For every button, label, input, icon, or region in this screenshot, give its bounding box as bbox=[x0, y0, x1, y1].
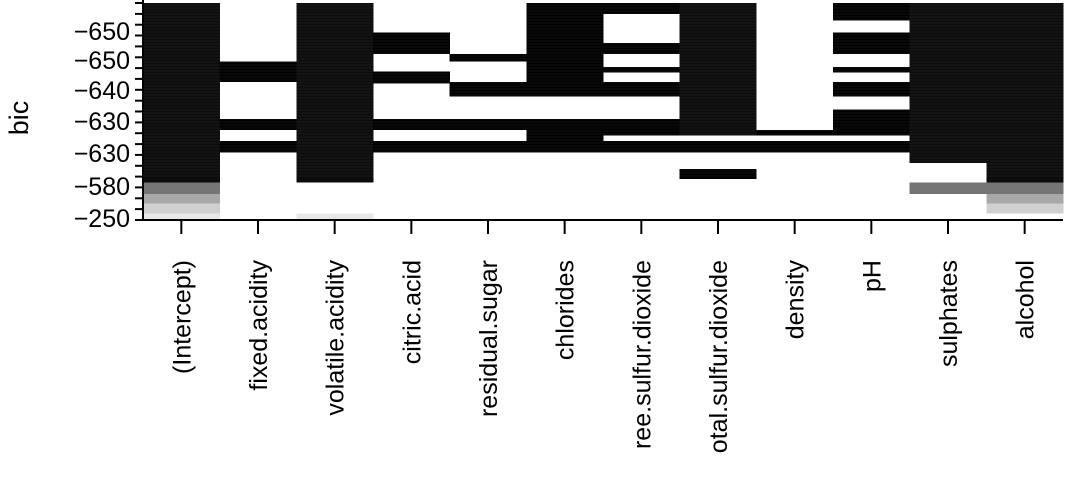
cell bbox=[603, 43, 681, 54]
column-10 bbox=[909, 3, 987, 195]
cell bbox=[909, 182, 987, 195]
x-tick-label: (Intercept) bbox=[168, 260, 196, 374]
y-axis-label: bic bbox=[4, 101, 34, 136]
x-tick-label: otal.sulfur.dioxide bbox=[705, 260, 733, 453]
cell bbox=[679, 169, 757, 179]
column-5 bbox=[526, 3, 604, 153]
cell bbox=[603, 82, 681, 97]
cell bbox=[603, 140, 681, 153]
cell bbox=[833, 32, 911, 54]
x-axis-labels: (Intercept) fixed.acidity volatile.acidity… bbox=[168, 220, 1040, 453]
y-tick-label: −650 bbox=[74, 47, 130, 75]
cell bbox=[833, 3, 911, 21]
column-7 bbox=[679, 3, 757, 179]
cell bbox=[833, 82, 911, 97]
y-tick-label: −630 bbox=[74, 108, 130, 136]
cell bbox=[449, 53, 527, 62]
heatmap-cells bbox=[143, 3, 1064, 220]
cell bbox=[833, 67, 911, 73]
column-1 bbox=[219, 61, 297, 153]
column-6 bbox=[603, 3, 681, 153]
cell bbox=[143, 203, 221, 214]
cell bbox=[449, 119, 527, 130]
cell bbox=[296, 3, 374, 183]
cell bbox=[833, 140, 911, 153]
column-0 bbox=[143, 3, 221, 220]
axes bbox=[142, 0, 1063, 221]
y-tick-label: −630 bbox=[74, 140, 130, 168]
column-2 bbox=[296, 3, 374, 220]
cell bbox=[219, 61, 297, 83]
cell bbox=[986, 194, 1064, 204]
x-tick-label: volatile.acidity bbox=[322, 260, 350, 416]
cell bbox=[449, 82, 527, 97]
cell bbox=[373, 32, 451, 54]
cell bbox=[603, 67, 681, 73]
cell bbox=[373, 119, 451, 130]
x-tick-label: sulphates bbox=[935, 260, 963, 367]
x-tick-label: ree.sulfur.dioxide bbox=[628, 260, 656, 449]
cell bbox=[603, 119, 681, 136]
x-tick-label: fixed.acidity bbox=[245, 260, 273, 391]
cell bbox=[986, 203, 1064, 214]
cell bbox=[373, 140, 451, 153]
cell bbox=[143, 3, 221, 183]
cell bbox=[909, 3, 987, 164]
cell bbox=[143, 182, 221, 195]
column-9 bbox=[833, 3, 911, 153]
x-tick-label: pH bbox=[858, 260, 886, 292]
column-3 bbox=[373, 32, 451, 153]
model-separator-lines bbox=[143, 4, 1063, 177]
x-tick-label: chlorides bbox=[552, 260, 580, 360]
cell bbox=[986, 3, 1064, 183]
column-11 bbox=[986, 3, 1064, 214]
cell bbox=[373, 71, 451, 84]
column-4 bbox=[449, 53, 527, 153]
y-axis-ticks: −650−650−640−630−630−580−250 bbox=[74, 2, 143, 233]
cell bbox=[986, 182, 1064, 195]
cell bbox=[603, 3, 681, 14]
cell bbox=[756, 129, 834, 136]
x-tick-label: density bbox=[782, 260, 810, 340]
cell bbox=[449, 140, 527, 153]
cell bbox=[219, 140, 297, 153]
cell bbox=[219, 119, 297, 130]
column-8 bbox=[756, 129, 834, 153]
cell bbox=[679, 3, 757, 136]
cell bbox=[526, 3, 604, 97]
cell bbox=[143, 194, 221, 204]
y-tick-label: −650 bbox=[74, 18, 130, 46]
cell bbox=[756, 140, 834, 153]
cell bbox=[833, 109, 911, 136]
y-tick-label: −640 bbox=[74, 77, 130, 105]
cell bbox=[296, 213, 374, 220]
cell bbox=[679, 140, 757, 153]
x-tick-label: residual.sugar bbox=[475, 260, 503, 417]
x-tick-label: citric.acid bbox=[398, 260, 426, 364]
x-tick-label: alcohol bbox=[1012, 260, 1040, 339]
cell bbox=[143, 213, 221, 220]
y-tick-label: −580 bbox=[74, 173, 130, 201]
y-tick-label: −250 bbox=[74, 205, 130, 233]
cell bbox=[526, 119, 604, 153]
